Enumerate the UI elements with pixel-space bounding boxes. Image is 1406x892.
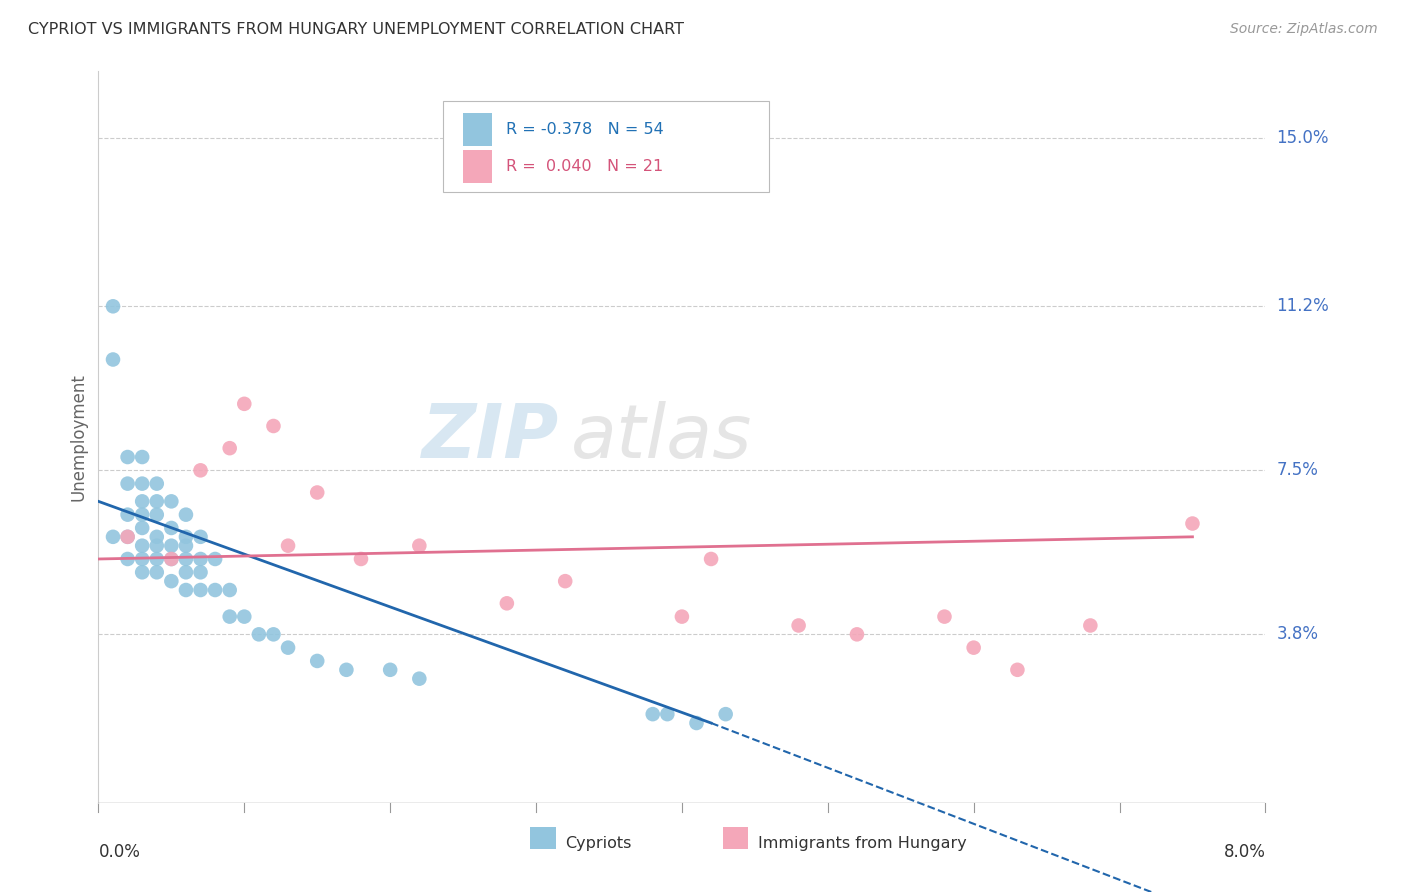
Point — [174, 582, 197, 597]
Text: 0.0%: 0.0% — [98, 843, 141, 861]
Point — [117, 552, 139, 566]
Text: atlas: atlas — [571, 401, 752, 473]
Point — [1181, 516, 1204, 531]
Point — [641, 707, 664, 722]
Point — [190, 530, 212, 544]
Point — [787, 618, 810, 632]
Point — [277, 640, 299, 655]
Text: Cypriots: Cypriots — [565, 836, 631, 851]
Point — [131, 476, 153, 491]
Y-axis label: Unemployment: Unemployment — [69, 373, 87, 501]
Point — [131, 494, 153, 508]
Point — [204, 552, 226, 566]
Point — [160, 552, 183, 566]
Point — [146, 539, 169, 553]
Text: 3.8%: 3.8% — [1277, 625, 1319, 643]
Point — [131, 508, 153, 522]
Point — [117, 476, 139, 491]
Point — [117, 450, 139, 464]
Point — [218, 582, 240, 597]
Point — [174, 539, 197, 553]
Point — [146, 566, 169, 580]
Point — [131, 450, 153, 464]
Point — [146, 552, 169, 566]
Point — [307, 485, 329, 500]
Point — [247, 627, 270, 641]
Text: CYPRIOT VS IMMIGRANTS FROM HUNGARY UNEMPLOYMENT CORRELATION CHART: CYPRIOT VS IMMIGRANTS FROM HUNGARY UNEMP… — [28, 22, 685, 37]
Point — [657, 707, 679, 722]
Point — [190, 552, 212, 566]
Point — [190, 566, 212, 580]
Point — [117, 530, 139, 544]
Point — [204, 582, 226, 597]
Point — [131, 521, 153, 535]
Point — [671, 609, 693, 624]
Point — [160, 552, 183, 566]
Text: Source: ZipAtlas.com: Source: ZipAtlas.com — [1230, 22, 1378, 37]
Point — [146, 494, 169, 508]
Text: 8.0%: 8.0% — [1223, 843, 1265, 861]
Text: 15.0%: 15.0% — [1277, 128, 1329, 147]
Point — [962, 640, 984, 655]
Point — [307, 654, 329, 668]
Text: R =  0.040   N = 21: R = 0.040 N = 21 — [506, 159, 664, 174]
Text: 11.2%: 11.2% — [1277, 297, 1329, 315]
Point — [160, 539, 183, 553]
Point — [160, 521, 183, 535]
Point — [496, 596, 519, 610]
Point — [146, 530, 169, 544]
Text: R = -0.378   N = 54: R = -0.378 N = 54 — [506, 122, 664, 137]
Point — [146, 508, 169, 522]
Bar — [723, 827, 748, 849]
Point — [277, 539, 299, 553]
Point — [174, 552, 197, 566]
Point — [131, 552, 153, 566]
Point — [218, 609, 240, 624]
Point — [335, 663, 357, 677]
Bar — [530, 827, 555, 849]
Point — [262, 627, 284, 641]
Point — [131, 539, 153, 553]
Point — [190, 582, 212, 597]
Point — [131, 566, 153, 580]
Point — [174, 530, 197, 544]
Point — [380, 663, 402, 677]
Point — [1007, 663, 1029, 677]
Bar — [463, 113, 492, 146]
Text: ZIP: ZIP — [422, 401, 560, 474]
Point — [101, 530, 124, 544]
Point — [174, 508, 197, 522]
Point — [101, 299, 124, 313]
Point — [160, 494, 183, 508]
Point — [117, 508, 139, 522]
Point — [117, 530, 139, 544]
Point — [146, 476, 169, 491]
Bar — [463, 150, 492, 183]
Point — [101, 352, 124, 367]
Point — [233, 609, 256, 624]
Point — [554, 574, 576, 589]
Point — [218, 441, 240, 455]
Point — [408, 539, 430, 553]
Point — [174, 566, 197, 580]
Point — [1080, 618, 1102, 632]
Point — [934, 609, 956, 624]
Point — [262, 419, 284, 434]
Point — [700, 552, 723, 566]
Point — [233, 397, 256, 411]
Point — [714, 707, 737, 722]
Point — [408, 672, 430, 686]
Text: Immigrants from Hungary: Immigrants from Hungary — [758, 836, 966, 851]
Point — [160, 574, 183, 589]
Point — [350, 552, 373, 566]
Point — [685, 716, 707, 731]
Point — [190, 463, 212, 477]
Text: 7.5%: 7.5% — [1277, 461, 1319, 479]
Point — [845, 627, 868, 641]
FancyBboxPatch shape — [443, 101, 769, 192]
